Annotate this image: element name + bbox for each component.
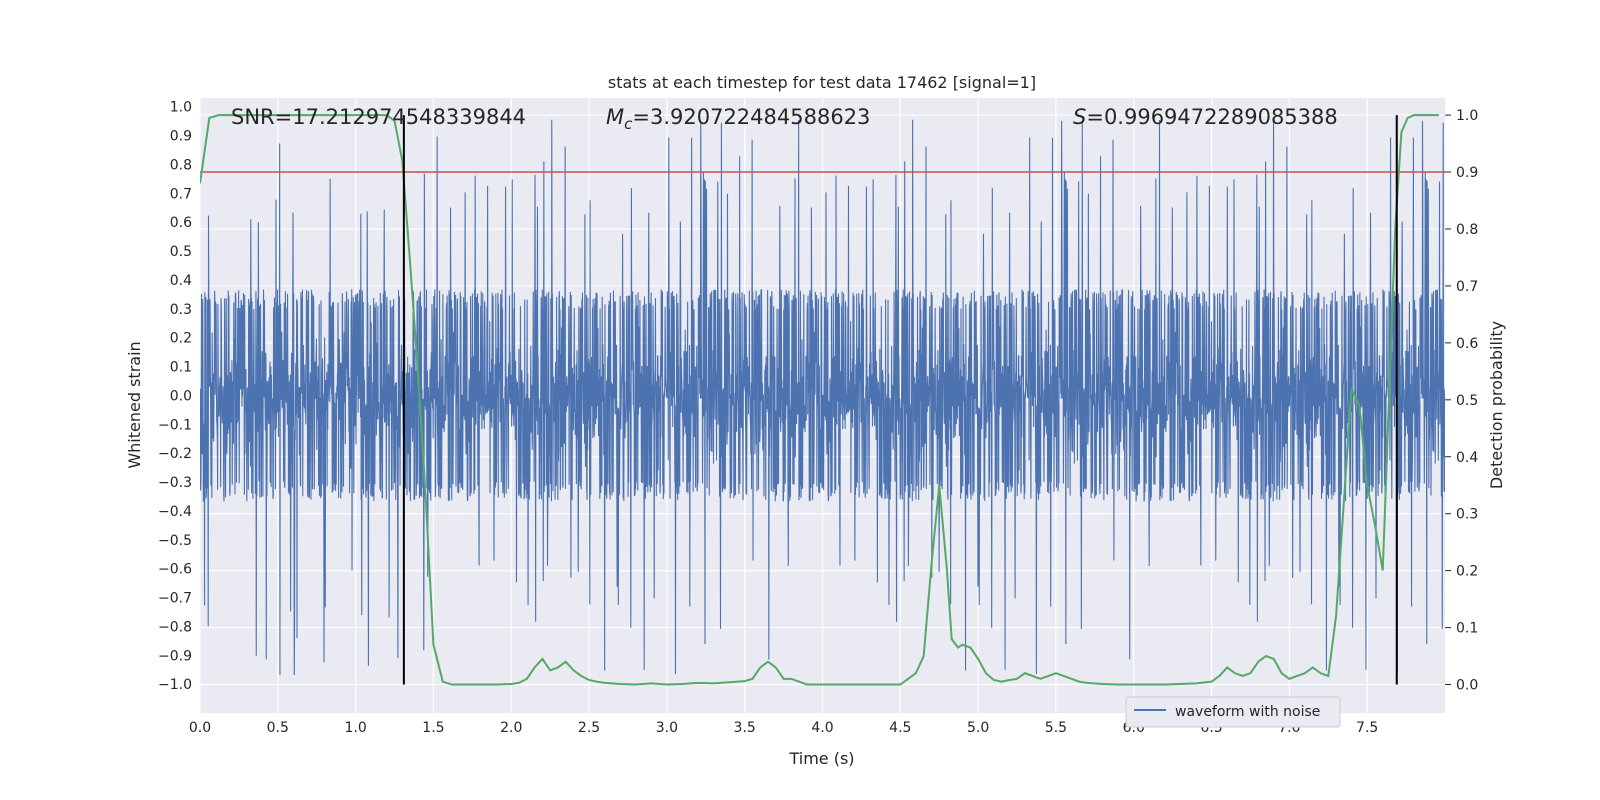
right-y-tick-label: 1.0	[1456, 108, 1478, 124]
left-y-tick-label: 0.4	[170, 273, 192, 289]
left-y-axis-ticks: −1.0 −0.9 −0.8 −0.7 −0.6 −0.5 −0.4 −0.3 −0.2 −0.1…	[158, 100, 192, 693]
chirp-mass-subscript: c	[624, 115, 633, 133]
left-y-tick-label: −1.0	[158, 677, 192, 693]
left-y-axis-label: Whitened strain	[125, 341, 144, 468]
x-tick-label: 0.5	[267, 720, 289, 736]
x-tick-label: 2.0	[500, 720, 522, 736]
x-axis-label: Time (s)	[788, 749, 854, 768]
left-y-tick-label: −0.2	[158, 446, 192, 462]
x-tick-label: 0.0	[189, 720, 211, 736]
x-tick-label: 7.5	[1356, 720, 1378, 736]
overlay-series	[200, 114, 1445, 686]
left-y-tick-label: −0.1	[158, 417, 192, 433]
left-y-tick-label: −0.7	[158, 591, 192, 607]
legend: waveform with noise	[1125, 696, 1341, 728]
x-tick-label: 1.0	[344, 720, 366, 736]
left-y-tick-label: 0.7	[170, 186, 192, 202]
right-y-tick-label: 0.7	[1456, 279, 1478, 295]
x-tick-label: 3.5	[734, 720, 756, 736]
x-tick-label: 2.5	[578, 720, 600, 736]
right-y-axis-label: Detection probability	[1487, 321, 1506, 489]
legend-waveform-label: waveform with noise	[1175, 704, 1320, 720]
x-tick-label: 1.5	[422, 720, 444, 736]
legend-box	[1125, 696, 1341, 728]
x-tick-label: 5.0	[967, 720, 989, 736]
left-y-tick-label: 1.0	[170, 100, 192, 116]
left-y-tick-label: −0.9	[158, 648, 192, 664]
chirp-mass-symbol: M	[606, 105, 624, 129]
x-tick-label: 3.0	[656, 720, 678, 736]
left-y-tick-label: −0.8	[158, 619, 192, 635]
left-y-tick-label: 0.0	[170, 388, 192, 404]
left-y-tick-label: 0.5	[170, 244, 192, 260]
x-tick-label: 4.5	[889, 720, 911, 736]
right-y-tick-label: 0.6	[1456, 336, 1478, 352]
right-y-tick-label: 0.0	[1456, 678, 1478, 694]
right-y-tick-label: 0.3	[1456, 507, 1478, 523]
spin-value: =0.9969472289085388	[1086, 105, 1337, 129]
left-y-tick-label: 0.2	[170, 331, 192, 347]
left-y-tick-label: 0.3	[170, 302, 192, 318]
left-y-tick-label: 0.9	[170, 129, 192, 145]
right-y-tick-label: 0.8	[1456, 222, 1478, 238]
waveform-line	[200, 119, 1445, 676]
chart-title: stats at each timestep for test data 174…	[608, 73, 1036, 92]
left-y-tick-label: −0.4	[158, 504, 192, 520]
left-y-tick-label: 0.6	[170, 215, 192, 231]
right-y-axis-ticks: 0.0 0.1 0.2 0.3 0.4 0.5 0.6 0.7 0.8 0.9 1.0	[1445, 108, 1478, 694]
right-y-tick-label: 0.2	[1456, 564, 1478, 580]
snr-annotation: SNR=17.212974548339844	[231, 105, 526, 129]
detection-probability-line	[200, 114, 1439, 686]
spin-symbol: S	[1073, 105, 1086, 129]
left-y-tick-label: −0.6	[158, 562, 192, 578]
right-y-tick-label: 0.9	[1456, 165, 1478, 181]
left-y-tick-label: 0.8	[170, 157, 192, 173]
right-y-tick-label: 0.5	[1456, 393, 1478, 409]
left-y-tick-label: −0.5	[158, 533, 192, 549]
waveform-series	[200, 119, 1445, 676]
x-tick-label: 4.0	[811, 720, 833, 736]
spin-annotation: S=0.9969472289085388	[1073, 105, 1338, 129]
chirp-mass-annotation: Mc=3.920722484588623	[606, 105, 870, 133]
x-tick-label: 5.5	[1045, 720, 1067, 736]
left-y-tick-label: 0.1	[170, 360, 192, 376]
right-y-tick-label: 0.1	[1456, 621, 1478, 637]
left-y-tick-label: −0.3	[158, 475, 192, 491]
right-y-tick-label: 0.4	[1456, 450, 1478, 466]
chirp-mass-value: =3.920722484588623	[632, 105, 870, 129]
